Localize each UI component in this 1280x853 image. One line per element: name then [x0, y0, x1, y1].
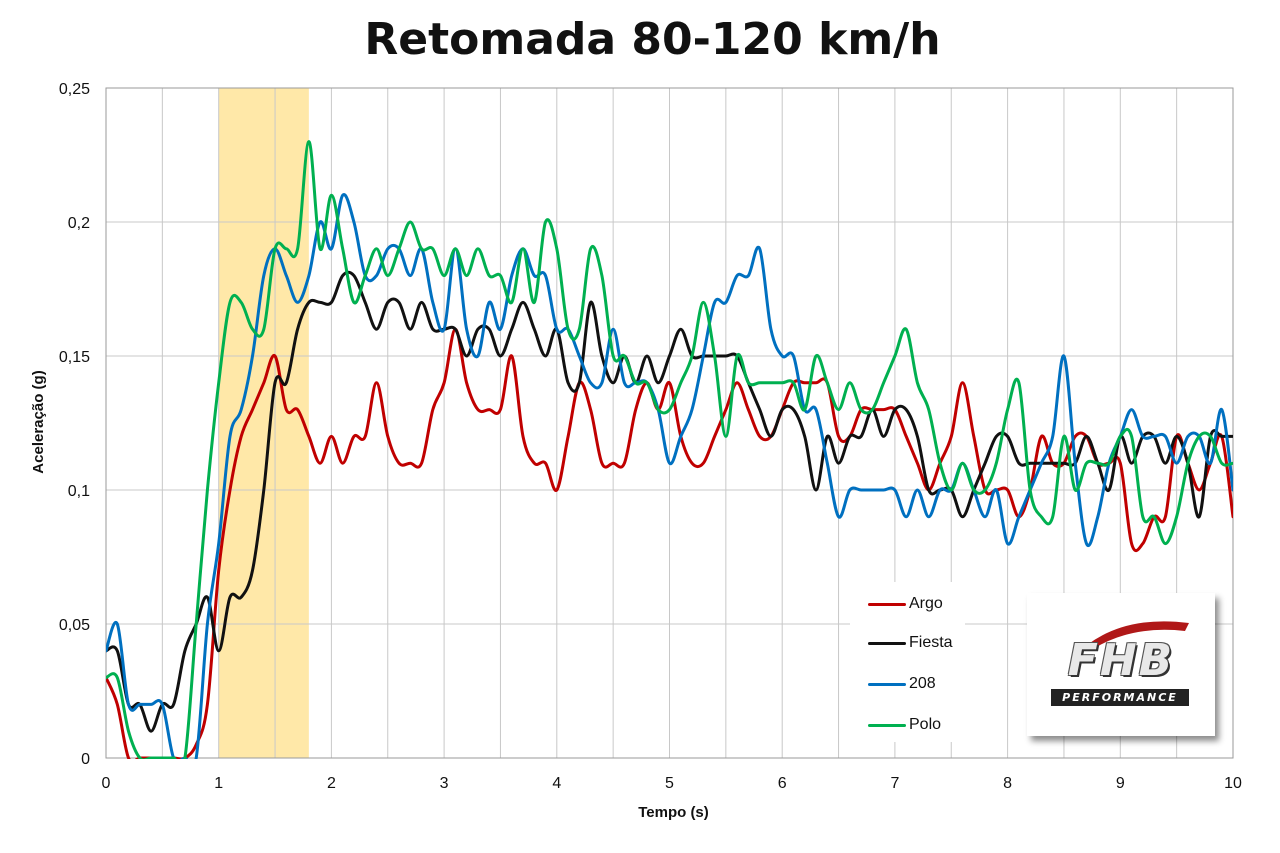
- legend-swatch-argo: [868, 602, 906, 606]
- legend-label-polo: Polo: [909, 716, 942, 733]
- y-tick-label: 0: [81, 751, 90, 768]
- fhb-performance-logo: FHB PERFORMANCE: [1027, 593, 1215, 736]
- x-tick-label: 0: [102, 775, 111, 792]
- legend: Argo Fiesta 208 Polo: [850, 582, 965, 742]
- series-layer: [106, 140, 1233, 759]
- legend-label-208: 208: [909, 675, 936, 692]
- legend-item-208: 208: [868, 674, 936, 694]
- chart-title: Retomada 80-120 km/h: [364, 14, 941, 65]
- plot-frame: [105, 87, 1234, 759]
- legend-swatch-polo: [868, 723, 906, 727]
- x-tick-label: 6: [778, 775, 787, 792]
- logo-main-text: FHB: [1067, 635, 1175, 686]
- x-tick-label: 7: [890, 775, 899, 792]
- x-tick-label: 8: [1003, 775, 1012, 792]
- legend-item-argo: Argo: [868, 594, 943, 614]
- x-tick-label: 3: [440, 775, 449, 792]
- legend-swatch-208: [868, 682, 906, 686]
- series-line-208: [106, 193, 1233, 759]
- legend-item-polo: Polo: [868, 715, 941, 735]
- y-tick-label: 0,25: [59, 81, 90, 98]
- series-line-fiesta: [106, 270, 1233, 733]
- legend-item-fiesta: Fiesta: [868, 633, 953, 653]
- x-tick-label: 1: [214, 775, 223, 792]
- x-tick-label: 4: [552, 775, 561, 792]
- y-tick-label: 0,05: [59, 617, 90, 634]
- y-tick-label: 0,2: [68, 215, 90, 232]
- y-axis-label: Aceleração (g): [30, 370, 47, 473]
- y-tick-label: 0,1: [68, 483, 90, 500]
- legend-label-fiesta: Fiesta: [909, 634, 953, 651]
- x-tick-label: 10: [1224, 775, 1242, 792]
- x-tick-label: 9: [1116, 775, 1125, 792]
- logo-sub-text: PERFORMANCE: [1051, 689, 1189, 706]
- y-tick-label: 0,15: [59, 349, 90, 366]
- axis-layer: 0 1 2 3 4 5 6 7 8 9 10 0 0,05 0,1 0,15 0,2 0,25 Tempo (s)…: [30, 81, 1242, 821]
- logo-swoosh-icon: [1087, 621, 1189, 649]
- series-line-polo: [106, 140, 1233, 759]
- series-line-argo: [106, 327, 1233, 759]
- legend-swatch-fiesta: [868, 641, 906, 645]
- legend-label-argo: Argo: [909, 595, 943, 612]
- x-tick-label: 5: [665, 775, 674, 792]
- x-axis-label: Tempo (s): [638, 804, 709, 821]
- x-tick-label: 2: [327, 775, 336, 792]
